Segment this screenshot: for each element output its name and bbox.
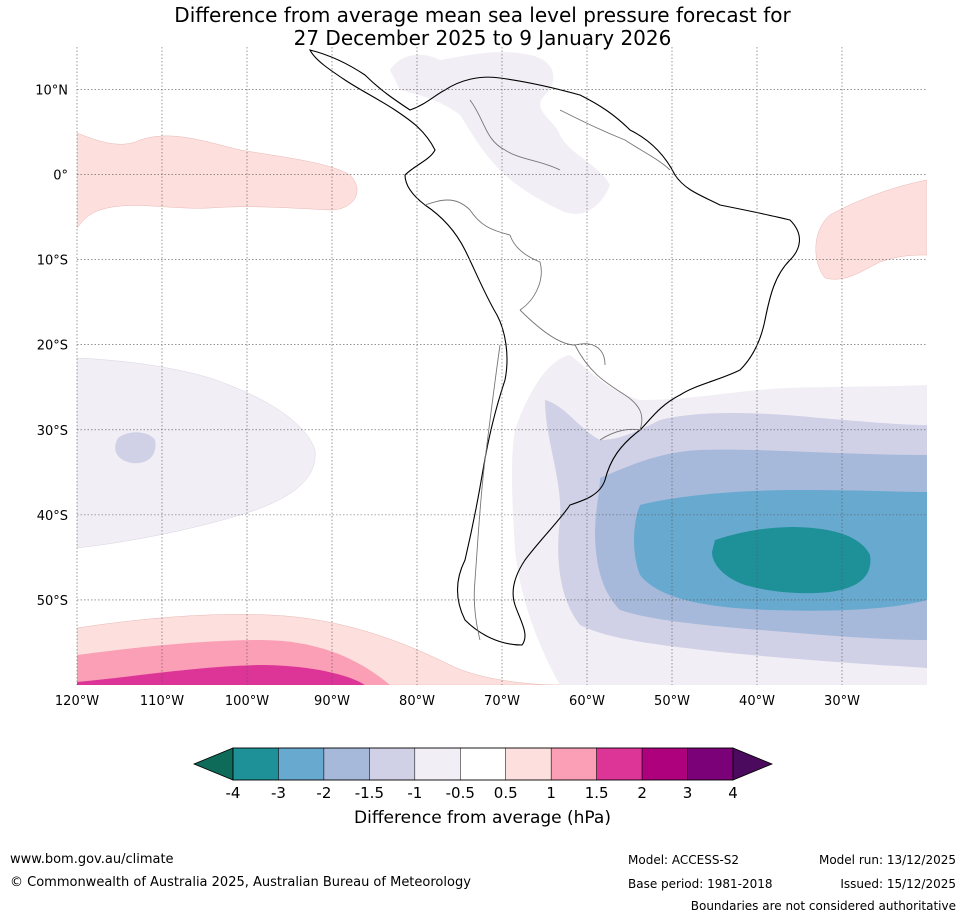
title-line-1: Difference from average mean sea level p… [174,3,791,27]
colorbar-border [232,747,734,781]
anomaly-pos-1-5-south [77,665,365,685]
colorbar-swatch [641,747,688,781]
lat-tick-label: 0° [53,169,68,184]
colorbar-extend-low [192,747,234,781]
lat-tick-label: 50°S [37,594,68,609]
colorbar-tick-label: -3 [271,784,286,802]
latitude-labels: 10°N 0° 10°S 20°S 30°S 40°S 50°S [35,84,68,609]
lat-tick-label: 40°S [37,509,68,524]
lon-tick-label: 80°W [399,694,435,709]
colorbar-swatch [369,747,416,781]
border-peru-brazil [509,234,542,311]
footer-issued: Issued: 15/12/2025 [840,877,956,891]
lat-tick-label: 30°S [37,424,68,439]
colorbar-swatch [278,747,325,781]
colorbar-tick-label: 3 [683,784,693,802]
colorbar-extend-high [732,747,774,781]
coastlines [308,49,800,646]
anomaly-weak-negative-north [390,52,610,214]
colorbar-swatch [596,747,643,781]
anomaly-neg-3 [712,527,871,594]
lon-tick-label: 30°W [824,694,860,709]
footer-base-period: Base period: 1981-2018 [628,877,773,891]
colorbar-tick-label: 1 [546,784,556,802]
colorbar-swatch [687,747,734,781]
colorbar-swatch [232,747,279,781]
anomaly-weak-negative-se-pacific [77,357,316,549]
border-argentina-paraguay [574,344,643,431]
anomaly-positive-atlantic [815,179,927,280]
border-chile-argentina [473,344,501,641]
south-america-coastline [308,49,800,646]
country-borders [424,99,671,641]
lat-tick-label: 10°N [35,84,68,99]
gridlines [76,47,927,685]
lon-tick-label: 50°W [654,694,690,709]
lat-tick-label: 20°S [37,339,68,354]
colorbar-tick-label: 4 [728,784,738,802]
anomaly-positive-pacific-equator [77,132,358,229]
colorbar-svg: -4 -3 -2 -1.5 -1 -0.5 0.5 1 1.5 2 3 4 [192,747,774,802]
lat-tick-label: 10°S [37,254,68,269]
lon-tick-label: 120°W [55,694,99,709]
lon-tick-label: 40°W [739,694,775,709]
title-line-2: 27 December 2025 to 9 January 2026 [293,26,672,50]
colorbar-swatch [550,747,597,781]
chart-title: Difference from average mean sea level p… [0,4,965,50]
colorbar-tick-label: -4 [226,784,241,802]
lon-tick-label: 110°W [140,694,184,709]
colorbar-title: Difference from average (hPa) [354,808,611,828]
border-colombia-venezuela [469,99,561,171]
footer-url: www.bom.gov.au/climate [10,852,174,867]
lon-tick-label: 90°W [314,694,350,709]
anomaly-field [77,52,927,685]
map-area: 10°N 0° 10°S 20°S 30°S 40°S 50°S 120°W 110°W 100… [35,47,927,709]
colorbar-swatch [323,747,370,781]
colorbar-swatch [505,747,552,781]
border-ecuador-peru [424,199,511,236]
colorbar-tick-label: -1.5 [355,784,384,802]
colorbar-swatch [414,747,461,781]
colorbar-tick-label: 0.5 [494,784,518,802]
anomaly-negative-se-pacific-core [115,432,156,464]
colorbar-swatch [460,747,506,781]
footer-model-run: Model run: 13/12/2025 [818,853,956,867]
lon-tick-label: 100°W [225,694,269,709]
lon-tick-label: 60°W [569,694,605,709]
border-guianas [559,109,671,171]
lon-tick-label: 70°W [484,694,520,709]
map-svg: 10°N 0° 10°S 20°S 30°S 40°S 50°S 120°W 110°W 100… [35,47,927,709]
colorbar-tick-label: -1 [407,784,422,802]
colorbar-tick-label: -2 [316,784,331,802]
footer-disclaimer: Boundaries are not considered authoritat… [690,899,956,913]
border-bolivia [519,309,606,366]
colorbar: -4 -3 -2 -1.5 -1 -0.5 0.5 1 1.5 2 3 4 [0,740,965,830]
footer-model: Model: ACCESS-S2 [628,853,740,867]
colorbar-tick-label: 1.5 [585,784,609,802]
footer-copyright: © Commonwealth of Australia 2025, Austra… [10,875,471,890]
colorbar-tick-label: 2 [637,784,647,802]
longitude-labels: 120°W 110°W 100°W 90°W 80°W 70°W 60°W 50°W 40°W 3… [55,694,860,709]
colorbar-tick-label: -0.5 [446,784,475,802]
